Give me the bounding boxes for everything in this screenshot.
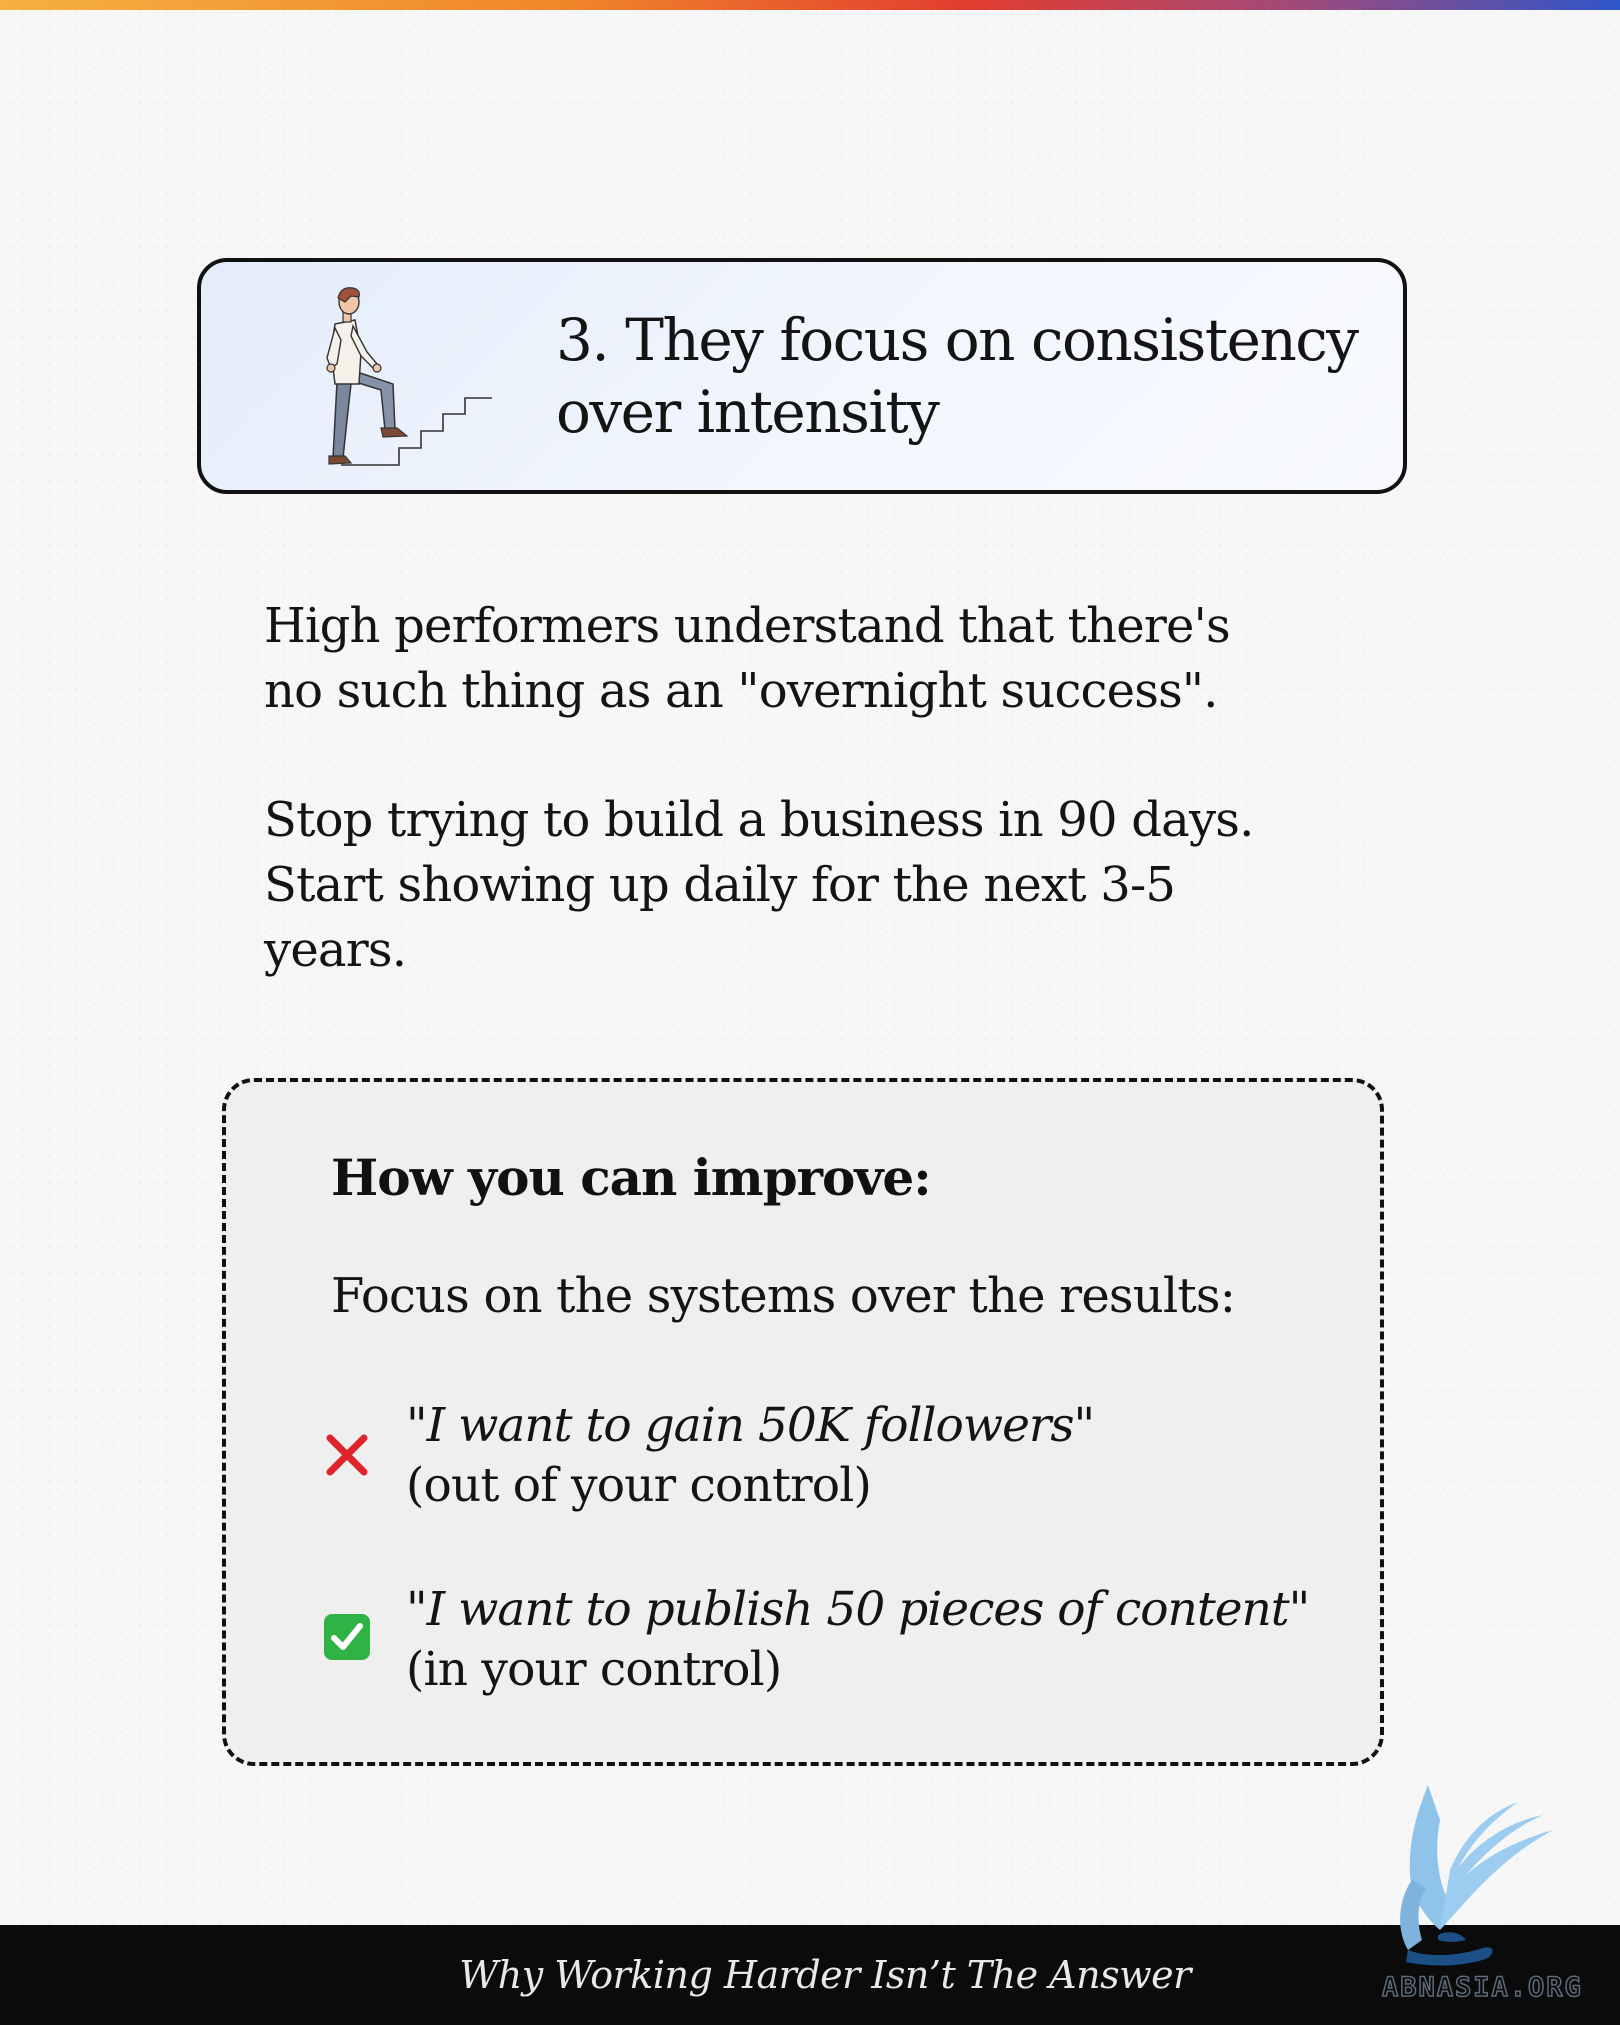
footer-bar: Why Working Harder Isn’t The Answer <box>0 1925 1620 2025</box>
intro-paragraph-line-1: High performers understand that there's <box>264 598 1231 654</box>
check-mark-icon <box>324 1614 370 1660</box>
tip-heading: How you can improve: <box>331 1148 932 1207</box>
example-bad-quote: "I want to gain 50K followers" <box>406 1398 1095 1453</box>
griffin-bird-icon <box>1400 1785 1553 1966</box>
example-bad: "I want to gain 50K followers" (out of y… <box>406 1396 1366 1516</box>
intro-paragraph-line-2: no such thing as an "overnight success". <box>264 663 1218 719</box>
advice-paragraph-line-1: Stop trying to build a business in 90 da… <box>264 792 1254 848</box>
example-good-quote: "I want to publish 50 pieces of content" <box>406 1582 1310 1637</box>
advice-paragraph-line-3: years. <box>264 922 407 978</box>
tip-intro: Focus on the systems over the results: <box>331 1268 1236 1324</box>
title-card: 3. They focus on consistency over intens… <box>197 258 1407 494</box>
man-climbing-stairs-illustration <box>326 287 492 466</box>
advice-paragraph-line-2: Start showing up daily for the next 3-5 <box>264 857 1176 913</box>
example-bad-note: (out of your control) <box>406 1458 872 1513</box>
footer-caption: Why Working Harder Isn’t The Answer <box>459 1953 1191 1997</box>
example-good: "I want to publish 50 pieces of content"… <box>406 1580 1366 1700</box>
improvement-tip-box: How you can improve: Focus on the system… <box>222 1078 1384 1766</box>
card-title: 3. They focus on consistency over intens… <box>556 304 1376 448</box>
top-gradient-bar <box>0 0 1620 10</box>
cross-mark-icon <box>326 1434 368 1476</box>
advice-paragraph: Stop trying to build a business in 90 da… <box>264 788 1364 983</box>
watermark-text: ABNASIA.ORG <box>1381 1971 1583 2004</box>
card-title-line-2: over intensity <box>556 378 940 446</box>
card-title-line-1: 3. They focus on consistency <box>556 306 1359 374</box>
example-good-note: (in your control) <box>406 1642 782 1697</box>
intro-paragraph: High performers understand that there's … <box>264 594 1364 724</box>
